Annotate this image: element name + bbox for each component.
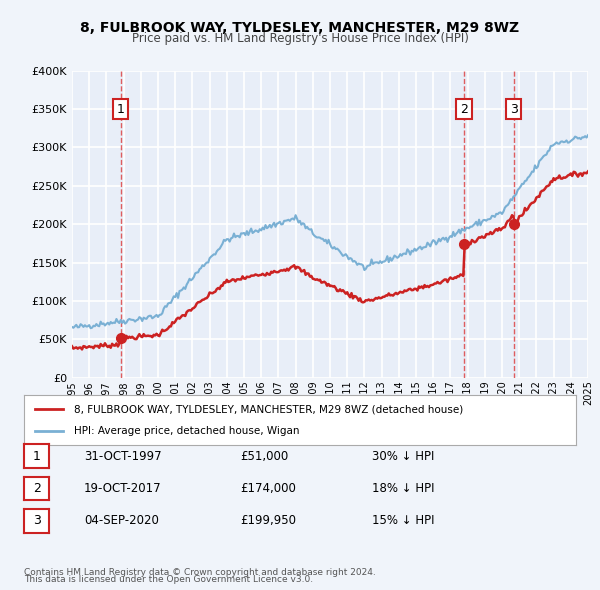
Text: 30% ↓ HPI: 30% ↓ HPI — [372, 450, 434, 463]
Text: 19-OCT-2017: 19-OCT-2017 — [84, 482, 161, 495]
Text: 1: 1 — [32, 450, 41, 463]
Text: HPI: Average price, detached house, Wigan: HPI: Average price, detached house, Wiga… — [74, 427, 299, 437]
Text: 3: 3 — [32, 514, 41, 527]
Text: 3: 3 — [509, 103, 517, 116]
Text: 2: 2 — [460, 103, 468, 116]
Text: £174,000: £174,000 — [240, 482, 296, 495]
Text: Contains HM Land Registry data © Crown copyright and database right 2024.: Contains HM Land Registry data © Crown c… — [24, 568, 376, 577]
Text: 2: 2 — [32, 482, 41, 495]
Text: 8, FULBROOK WAY, TYLDESLEY, MANCHESTER, M29 8WZ (detached house): 8, FULBROOK WAY, TYLDESLEY, MANCHESTER, … — [74, 404, 463, 414]
Text: 8, FULBROOK WAY, TYLDESLEY, MANCHESTER, M29 8WZ: 8, FULBROOK WAY, TYLDESLEY, MANCHESTER, … — [80, 21, 520, 35]
Text: This data is licensed under the Open Government Licence v3.0.: This data is licensed under the Open Gov… — [24, 575, 313, 584]
Text: £51,000: £51,000 — [240, 450, 288, 463]
Text: 1: 1 — [117, 103, 125, 116]
Text: 18% ↓ HPI: 18% ↓ HPI — [372, 482, 434, 495]
Text: 15% ↓ HPI: 15% ↓ HPI — [372, 514, 434, 527]
Text: 04-SEP-2020: 04-SEP-2020 — [84, 514, 159, 527]
Text: 31-OCT-1997: 31-OCT-1997 — [84, 450, 161, 463]
Text: Price paid vs. HM Land Registry's House Price Index (HPI): Price paid vs. HM Land Registry's House … — [131, 32, 469, 45]
Text: £199,950: £199,950 — [240, 514, 296, 527]
